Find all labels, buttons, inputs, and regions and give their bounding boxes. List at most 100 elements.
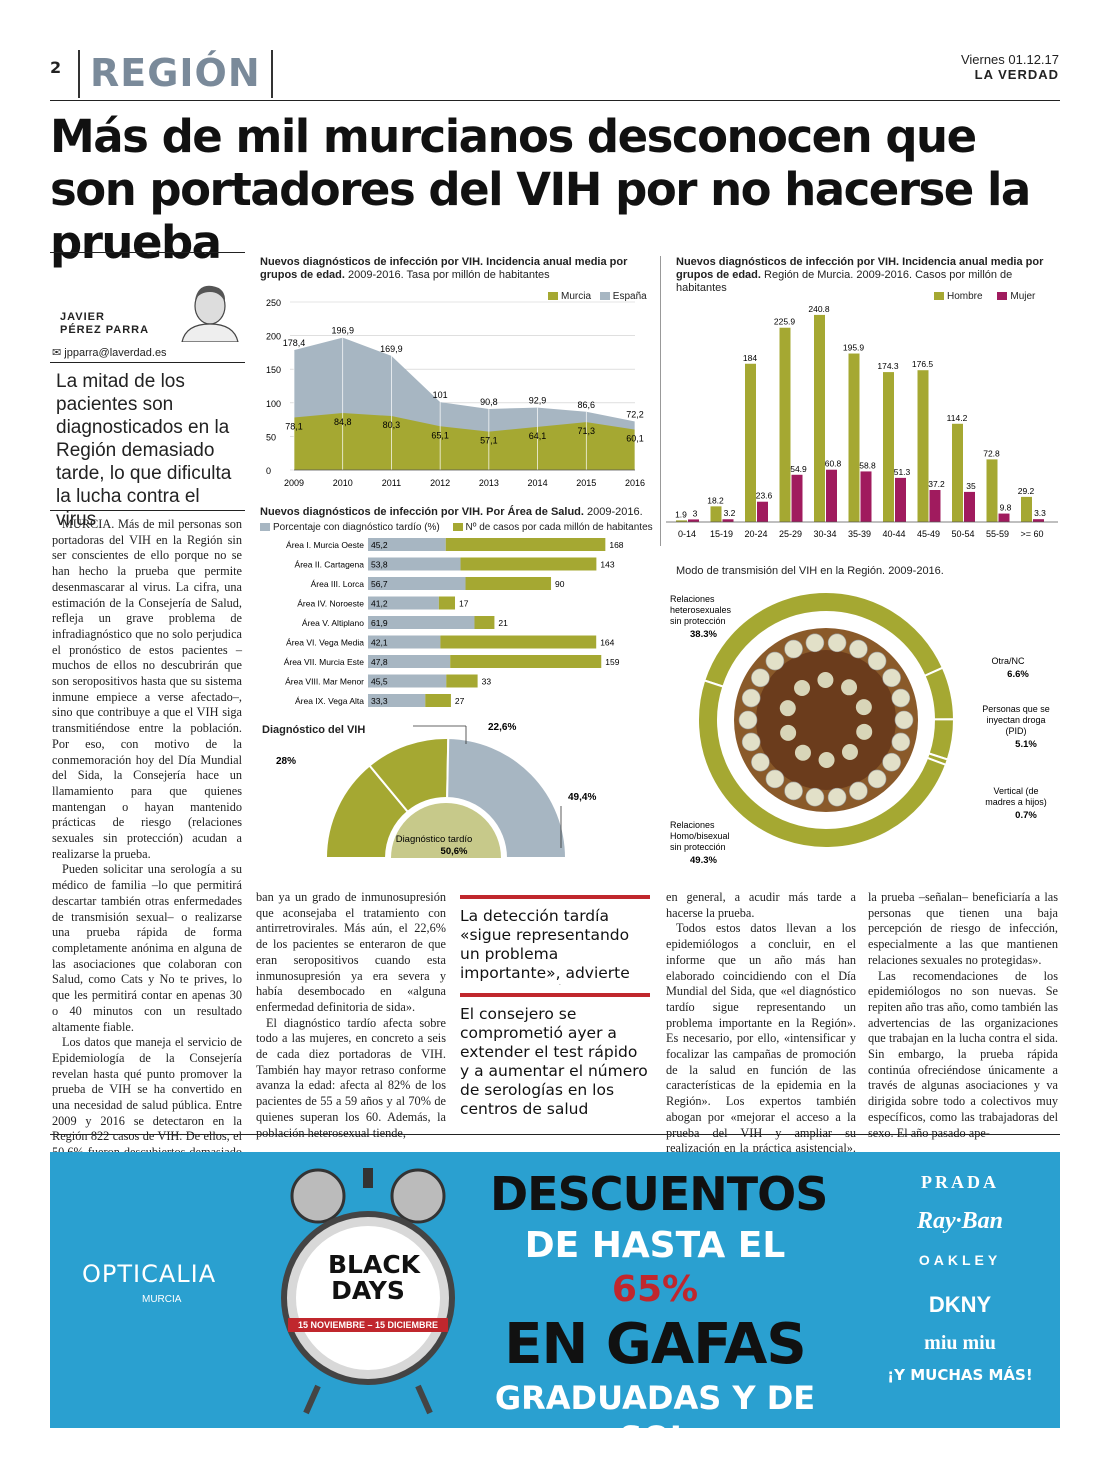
data-label-pct: 53,8 bbox=[371, 560, 388, 570]
ad-clock-line2: DAYS bbox=[331, 1276, 405, 1305]
data-label-pct: 56,7 bbox=[371, 579, 388, 589]
virus-spike bbox=[827, 633, 847, 653]
mail-icon: ✉ bbox=[52, 347, 65, 359]
bar-cases bbox=[440, 635, 597, 649]
center-label: Diagnóstico tardío bbox=[396, 834, 473, 845]
x-tick-label: 2015 bbox=[576, 478, 596, 488]
virus-spike bbox=[867, 651, 887, 671]
pull-quote-2: El consejero se comprometió ayer a exten… bbox=[460, 1005, 648, 1118]
ad-brand-item: miu miu bbox=[924, 1332, 996, 1354]
data-label-murcia: 64,1 bbox=[529, 431, 547, 441]
virus-spike bbox=[849, 781, 868, 801]
section-label: REGIÓN bbox=[78, 50, 273, 98]
age-bar-chart: 1.9 3 0-14 18.23.2 15-19 184 23.6 20-24 225.9 54.… bbox=[666, 304, 1058, 539]
data-label-pct: 45,5 bbox=[371, 677, 388, 687]
chart-areas: Nuevos diagnósticos de infección por VIH… bbox=[260, 506, 655, 533]
area-label: Área I. Murcia Oeste bbox=[286, 540, 364, 550]
chart-title: Nuevos diagnósticos de infección por VIH… bbox=[676, 256, 1056, 295]
segment-label: inyectan droga bbox=[986, 715, 1045, 725]
bar-pct bbox=[368, 655, 451, 668]
chart-subtitle: 2009-2016. bbox=[888, 565, 944, 577]
virus-spike bbox=[741, 732, 761, 752]
segment-label: Relaciones bbox=[670, 594, 715, 604]
data-label-hombre: 29.2 bbox=[1018, 486, 1035, 496]
y-tick-label: 150 bbox=[266, 365, 281, 375]
segment-label: (PID) bbox=[1006, 726, 1027, 736]
data-label-hombre: 114.2 bbox=[947, 413, 968, 423]
bar-pct bbox=[368, 694, 426, 707]
bar-pct bbox=[368, 635, 441, 649]
area-murcia bbox=[294, 413, 635, 470]
data-label-murcia: 71,3 bbox=[578, 426, 596, 436]
ad-brand-item: Ray·Ban bbox=[916, 1208, 1003, 1234]
chart-divider bbox=[660, 256, 661, 546]
bottom-rule bbox=[50, 1134, 1060, 1135]
y-tick-label: 200 bbox=[266, 332, 281, 342]
data-label-pct: 45,2 bbox=[371, 540, 388, 550]
ad-line1: DESCUENTOS bbox=[490, 1167, 828, 1221]
data-label-murcia: 78,1 bbox=[285, 422, 303, 432]
data-label-hombre: 1.9 bbox=[675, 509, 687, 519]
data-label-mujer: 9.8 bbox=[1000, 503, 1012, 513]
bar-mujer bbox=[895, 477, 906, 522]
x-tick-label: 50-54 bbox=[951, 529, 974, 539]
x-tick-label: 2016 bbox=[625, 478, 645, 488]
bar-pct bbox=[368, 538, 446, 551]
ad-line4: GRADUADAS Y DE SOL bbox=[494, 1379, 816, 1457]
ad-brand-item: PRADA bbox=[921, 1172, 999, 1192]
chart-subtitle: 2009-2016. Tasa por millón de habitantes bbox=[348, 269, 550, 281]
segment-pct: 22,6% bbox=[488, 722, 516, 733]
data-label-pct: 41,2 bbox=[371, 599, 388, 609]
bar-cases bbox=[425, 694, 451, 707]
article-paragraph: Las recomendaciones de los epidemiólogos… bbox=[868, 968, 1058, 1140]
virus-spike bbox=[805, 787, 825, 807]
advertisement[interactable]: OPTICALIA MURCIA BLACK DAYS 15 NOVIEMBRE… bbox=[50, 1152, 1060, 1457]
virus-spike bbox=[751, 668, 770, 688]
legend-hombre: Hombre bbox=[947, 291, 983, 302]
legend-swatch-hombre bbox=[934, 292, 944, 301]
legend-swatch-pct bbox=[260, 523, 270, 532]
pull-quote-1: La detección tardía «sigue representando… bbox=[460, 907, 630, 985]
y-tick-label: 50 bbox=[266, 432, 276, 442]
bar-mujer bbox=[826, 469, 837, 522]
data-label-murcia: 80,3 bbox=[383, 420, 401, 430]
author-email[interactable]: ✉ jpparra@laverdad.es bbox=[52, 346, 167, 359]
virus-core bbox=[756, 650, 896, 790]
chart-legend: Porcentaje con diagnóstico tardío (%) Nº… bbox=[260, 522, 655, 533]
bar-mujer bbox=[688, 519, 699, 522]
date: Viernes 01.12.17 bbox=[960, 52, 1059, 67]
x-tick-label: 20-24 bbox=[744, 529, 767, 539]
data-label-murcia: 57,1 bbox=[480, 436, 498, 446]
chart-title-text: Nuevos diagnósticos de infección por VIH… bbox=[260, 256, 628, 281]
segment-label: Otra/NC bbox=[991, 656, 1025, 666]
chart-title-text: Nuevos diagnósticos de infección por VIH… bbox=[260, 506, 584, 518]
bar-mujer bbox=[722, 519, 734, 522]
x-tick-label: 40-44 bbox=[882, 529, 905, 539]
data-label-cases: 33 bbox=[482, 677, 492, 687]
area-label: Área IV. Noroeste bbox=[297, 599, 364, 609]
data-label-hombre: 184 bbox=[743, 353, 757, 363]
segment-pct: 49,4% bbox=[568, 792, 596, 803]
chart-incidence-age: Nuevos diagnósticos de infección por VIH… bbox=[676, 256, 1056, 295]
ad-line2a: DE HASTA EL bbox=[524, 1225, 786, 1266]
chart-subtitle: 2009-2016. bbox=[587, 506, 643, 518]
article-col-2: ban ya un grado de inmunosupresión que a… bbox=[256, 890, 446, 1141]
quote-bar bbox=[460, 895, 650, 899]
data-label-hombre: 176.5 bbox=[912, 359, 934, 369]
data-label-pct: 42,1 bbox=[371, 638, 388, 648]
data-label-murcia: 65,1 bbox=[431, 430, 449, 440]
data-label-cases: 168 bbox=[609, 540, 623, 550]
data-label-espana: 90,8 bbox=[480, 397, 498, 407]
bar-hombre bbox=[917, 370, 929, 522]
quote-bar bbox=[460, 993, 650, 997]
ad-line2b: 65% bbox=[611, 1269, 699, 1310]
subtitle-rule bbox=[50, 362, 245, 363]
virus-spike bbox=[817, 672, 834, 689]
chart-subtitle: Región de Murcia. 2009-2016. Casos por m… bbox=[676, 269, 1013, 294]
bar-cases bbox=[460, 557, 597, 571]
legend-mujer: Mujer bbox=[1010, 291, 1036, 302]
ad-brand: OPTICALIA bbox=[82, 1260, 217, 1288]
ad-dates: 15 NOVIEMBRE – 15 DICIEMBRE bbox=[288, 1318, 448, 1332]
page-number: 2 bbox=[50, 58, 62, 77]
data-label-mujer: 3.3 bbox=[1034, 508, 1046, 518]
